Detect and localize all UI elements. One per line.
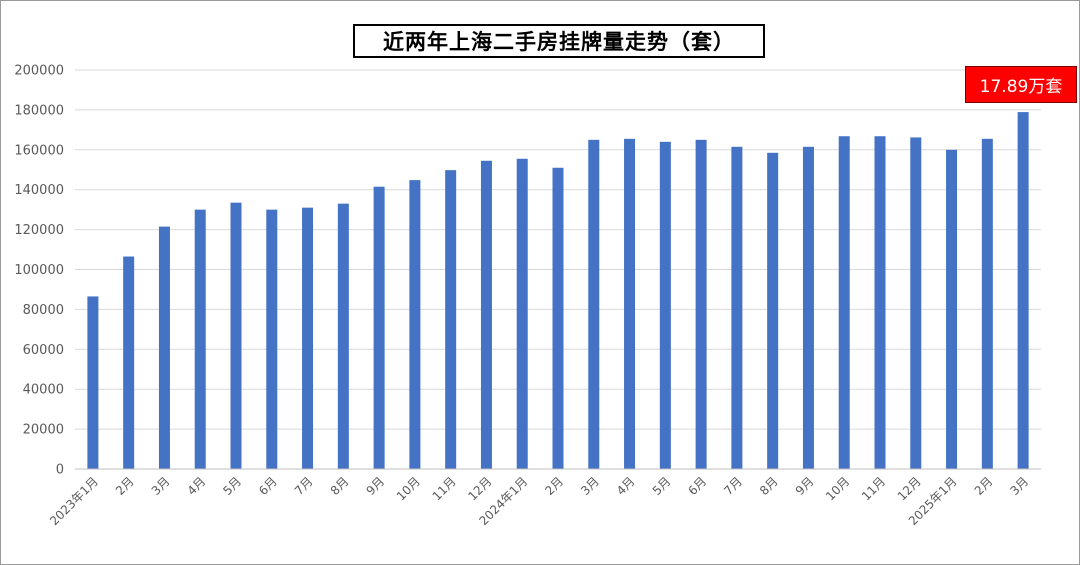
bar xyxy=(123,256,135,469)
x-tick-label: 3月 xyxy=(149,474,173,498)
y-tick-label: 140000 xyxy=(14,183,64,198)
bar xyxy=(480,160,492,469)
bar xyxy=(981,138,993,469)
x-tick-label: 5月 xyxy=(220,474,244,498)
bar xyxy=(659,141,671,469)
bar xyxy=(767,152,779,470)
bar xyxy=(946,149,958,470)
x-tick-label: 2月 xyxy=(542,474,566,498)
y-tick-label: 100000 xyxy=(14,263,64,278)
bar xyxy=(266,209,278,469)
bar xyxy=(910,137,922,469)
bar xyxy=(731,146,743,469)
y-tick-label: 0 xyxy=(56,463,64,478)
bar xyxy=(874,136,886,469)
x-tick-label: 11月 xyxy=(859,474,888,503)
bar xyxy=(695,139,707,469)
bar xyxy=(194,209,206,469)
x-tick-label: 8月 xyxy=(757,474,781,498)
y-tick-label: 120000 xyxy=(14,223,64,238)
y-tick-label: 200000 xyxy=(14,64,64,79)
y-tick-label: 60000 xyxy=(23,343,64,358)
bar xyxy=(588,139,600,469)
bar xyxy=(802,146,814,469)
x-tick-label: 3月 xyxy=(1007,474,1031,498)
bar xyxy=(409,180,421,469)
x-tick-label: 10月 xyxy=(394,474,423,503)
bar xyxy=(302,207,314,469)
bar xyxy=(337,203,349,470)
x-tick-label: 2023年1月 xyxy=(47,474,101,528)
x-tick-label: 2月 xyxy=(972,474,996,498)
bar xyxy=(158,226,170,469)
x-tick-label: 6月 xyxy=(256,474,280,498)
bar xyxy=(1017,112,1029,470)
bar xyxy=(516,158,528,469)
x-tick-label: 7月 xyxy=(292,474,316,498)
x-tick-label: 12月 xyxy=(895,474,924,503)
bar xyxy=(838,136,850,469)
y-tick-label: 180000 xyxy=(14,103,64,118)
x-tick-label: 8月 xyxy=(328,474,352,498)
y-tick-label: 160000 xyxy=(14,143,64,158)
x-tick-label: 9月 xyxy=(793,474,817,498)
bar xyxy=(230,202,242,470)
x-tick-label: 2月 xyxy=(113,474,137,498)
chart-title: 近两年上海二手房挂牌量走势（套） xyxy=(353,24,765,58)
bar xyxy=(552,167,564,469)
x-tick-label: 9月 xyxy=(363,474,387,498)
x-tick-label: 5月 xyxy=(650,474,674,498)
x-tick-label: 6月 xyxy=(685,474,709,498)
bar xyxy=(445,170,457,470)
x-tick-label: 11月 xyxy=(430,474,459,503)
bars xyxy=(87,112,1029,470)
x-tick-label: 4月 xyxy=(614,474,638,498)
bar xyxy=(87,296,99,469)
y-axis-ticks: 0 20000 40000 60000 80000 100000 120000 140000 1… xyxy=(14,64,64,478)
callout-label: 17.89万套 xyxy=(979,77,1063,97)
y-tick-label: 80000 xyxy=(23,303,64,318)
y-tick-label: 40000 xyxy=(23,383,64,398)
x-tick-label: 7月 xyxy=(721,474,745,498)
x-tick-label: 10月 xyxy=(823,474,852,503)
callout-background xyxy=(965,66,1077,103)
x-tick-label: 4月 xyxy=(185,474,209,498)
bar xyxy=(624,138,636,469)
x-tick-label: 3月 xyxy=(578,474,602,498)
y-tick-label: 20000 xyxy=(23,423,64,438)
latest-value-callout: 17.89万套 xyxy=(965,66,1077,103)
x-tick-label: 12月 xyxy=(465,474,494,503)
bar xyxy=(373,186,385,469)
